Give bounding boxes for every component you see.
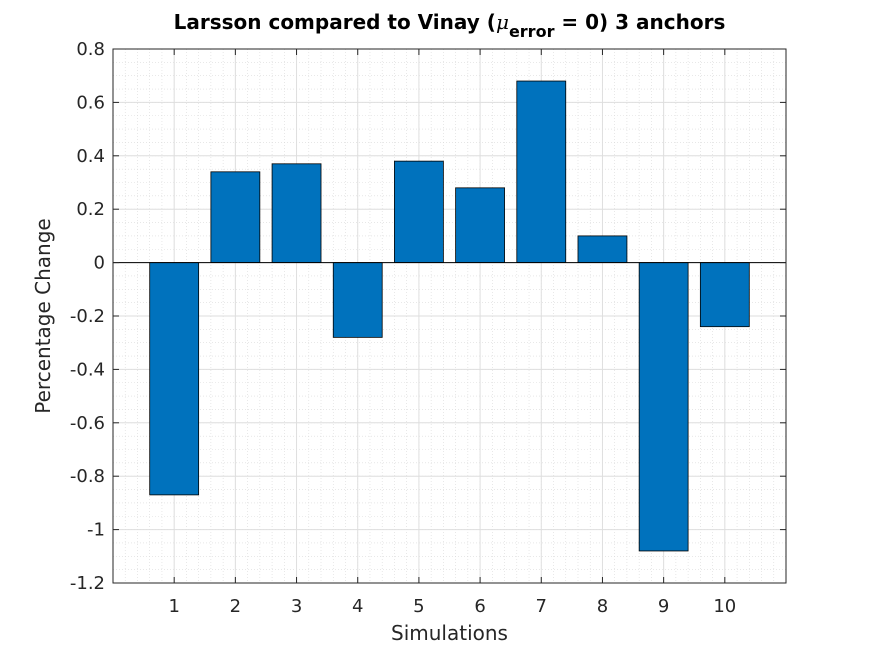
y-tick-label: -0.4 xyxy=(70,359,105,380)
y-axis-ticks: -1.2 -1 -0.8 -0.6 -0.4 -0.2 0 0.2 0.4 0.6 0.8 xyxy=(70,39,786,594)
y-axis-label: Percentage Change xyxy=(31,218,55,413)
y-tick-label: -0.6 xyxy=(70,413,105,434)
x-tick-label: 5 xyxy=(413,596,424,617)
chart-title-mu: μ xyxy=(496,10,509,34)
y-tick-label: 0 xyxy=(94,253,105,274)
bar-sim-4 xyxy=(332,262,383,338)
chart-title-suffix: = 0) 3 anchors xyxy=(554,10,725,34)
y-tick-label: 0.2 xyxy=(76,199,105,220)
bar-sim-9 xyxy=(638,262,689,552)
x-tick-label: 1 xyxy=(168,596,179,617)
y-tick-label: 0.6 xyxy=(76,92,105,113)
y-tick-label: -0.2 xyxy=(70,306,105,327)
chart-title-subscript: error xyxy=(509,22,555,41)
x-tick-label: 8 xyxy=(597,596,608,617)
x-tick-label: 7 xyxy=(536,596,547,617)
bar-sim-8 xyxy=(577,235,628,263)
bar-sim-10 xyxy=(699,262,750,328)
y-tick-label: -1.2 xyxy=(70,573,105,594)
chart-title-prefix: Larsson compared to Vinay ( xyxy=(174,10,496,34)
y-tick-label: 0.4 xyxy=(76,146,105,167)
x-tick-label: 10 xyxy=(713,596,736,617)
bar-sim-7 xyxy=(516,80,567,263)
x-tick-label: 2 xyxy=(230,596,241,617)
bar-sim-3 xyxy=(271,163,322,263)
bar-sim-1 xyxy=(149,262,200,496)
y-tick-label: 0.8 xyxy=(76,39,105,60)
bar-sim-5 xyxy=(394,160,444,263)
y-tick-label: -1 xyxy=(87,520,105,541)
chart-title: Larsson compared to Vinay (μerror = 0) 3… xyxy=(174,10,726,41)
x-tick-label: 9 xyxy=(658,596,669,617)
x-tick-label: 4 xyxy=(352,596,363,617)
x-tick-label: 3 xyxy=(291,596,302,617)
bar-sim-2 xyxy=(210,171,261,264)
bars xyxy=(149,80,750,552)
x-axis-ticks: 1 2 3 4 5 6 7 8 9 10 xyxy=(168,49,736,617)
x-tick-label: 6 xyxy=(474,596,485,617)
y-tick-label: -0.8 xyxy=(70,466,105,487)
bar-sim-6 xyxy=(455,187,505,263)
x-axis-label: Simulations xyxy=(391,621,508,645)
